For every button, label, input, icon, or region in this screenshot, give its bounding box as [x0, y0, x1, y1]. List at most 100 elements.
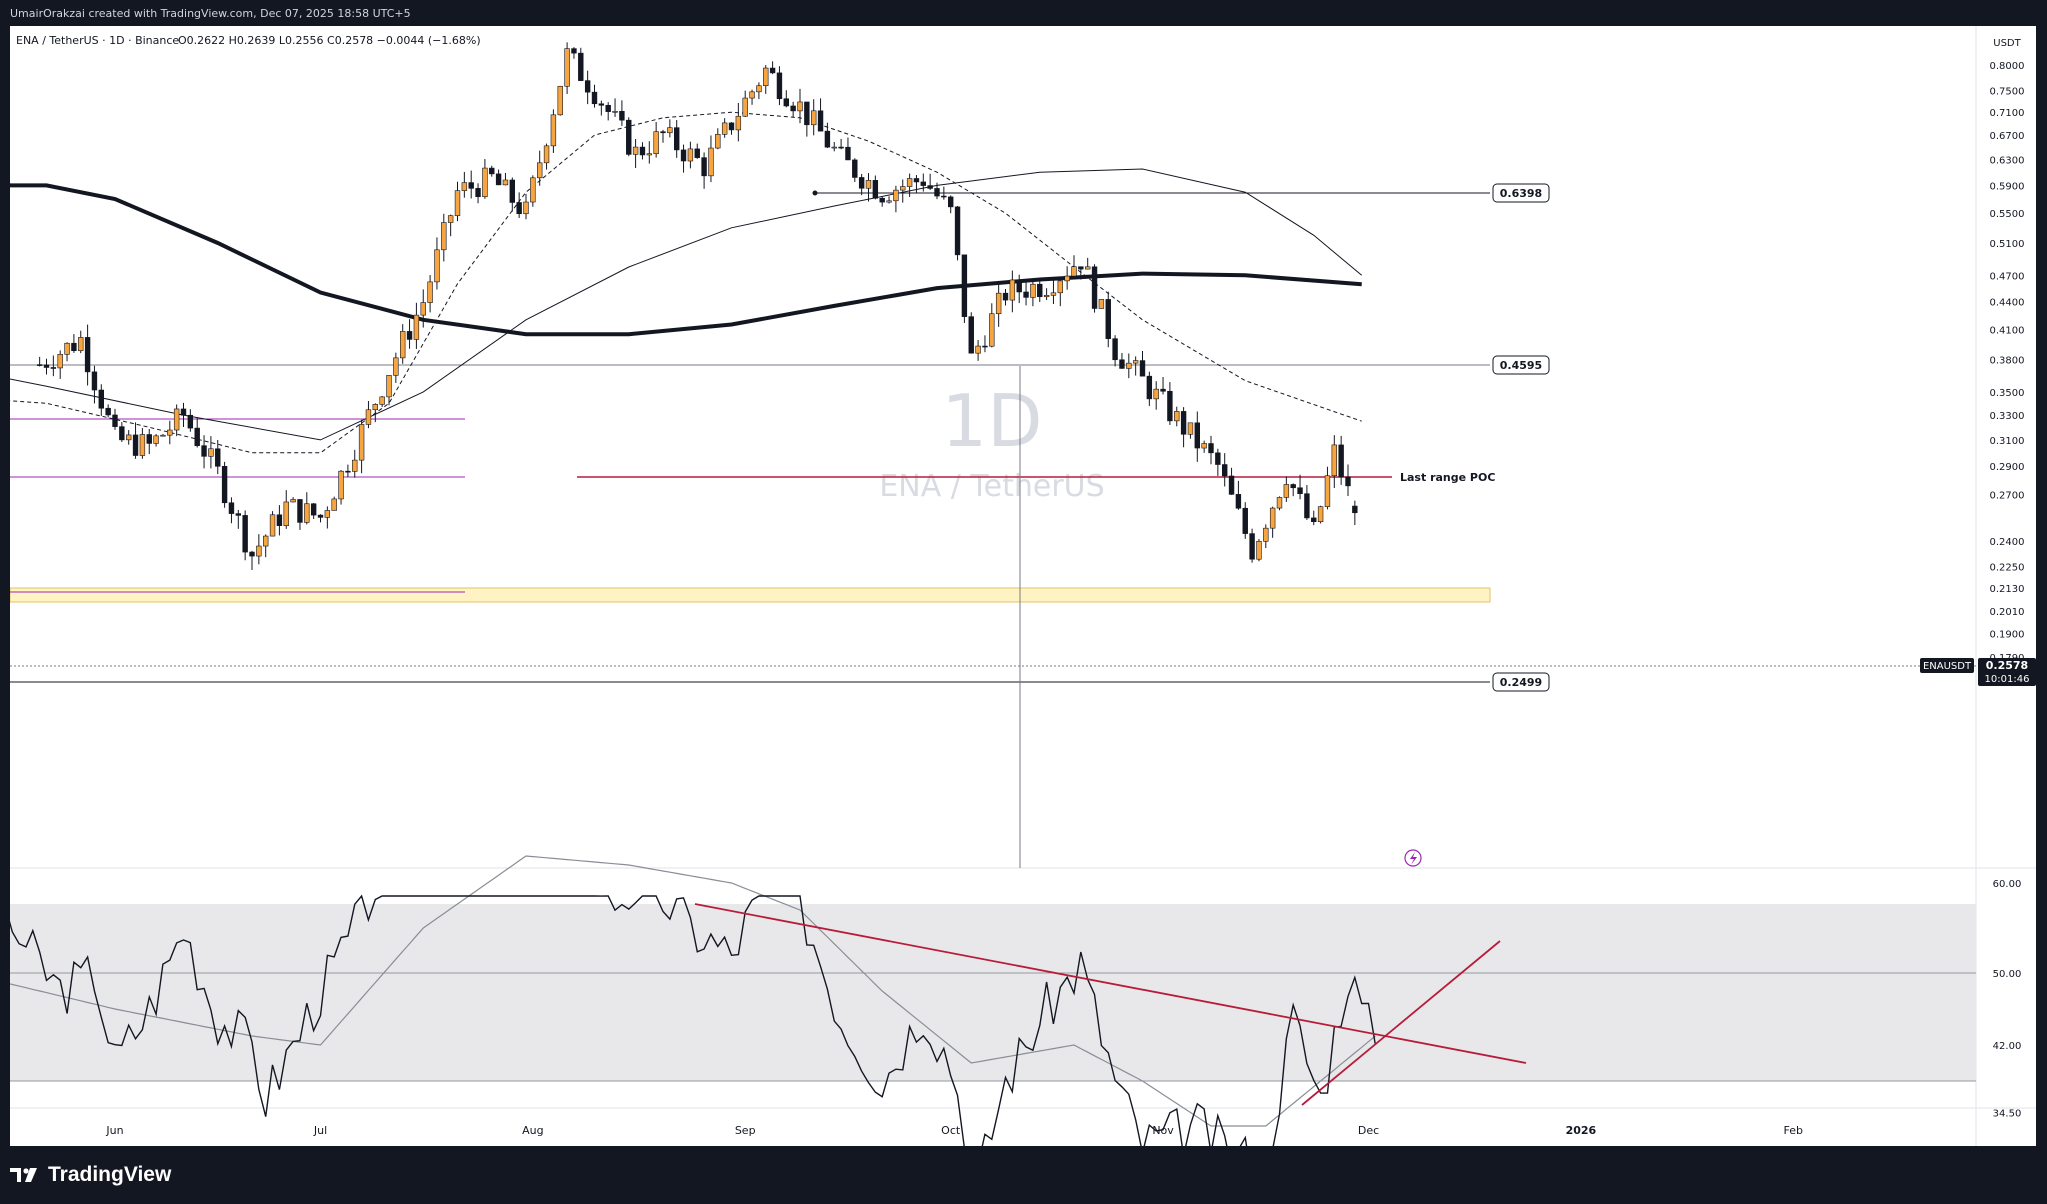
price-tick-label: 0.3800	[1990, 355, 2025, 366]
symbol-pair: ENA / TetherUS · 1D · Binance	[16, 34, 179, 47]
candle-body	[119, 426, 125, 441]
candle-body	[872, 180, 879, 199]
rsi-ascending-trendline[interactable]	[1301, 940, 1501, 1106]
candle-body	[708, 147, 714, 177]
candle-body	[975, 345, 981, 354]
candle-body	[84, 337, 91, 373]
price-tick-label: 0.1900	[1990, 629, 2025, 640]
price-tick-label: 0.4700	[1990, 271, 2025, 282]
candle-body	[783, 98, 790, 107]
level-anchor-dot	[812, 190, 818, 196]
candle-body	[1132, 360, 1139, 364]
candle-body	[824, 130, 831, 148]
candle-body	[1324, 475, 1331, 507]
candle-body	[1030, 283, 1036, 298]
candles	[36, 42, 1358, 571]
resistance-zone	[9, 587, 1491, 603]
candle-body	[934, 188, 940, 197]
candle-body	[920, 181, 927, 186]
candle-body	[1071, 266, 1077, 277]
lightning-icon[interactable]	[1404, 849, 1422, 867]
rsi-tick-label: 60.00	[1993, 879, 2022, 890]
candle-body	[194, 427, 200, 446]
candle-body	[153, 435, 159, 444]
candle-body	[831, 146, 837, 149]
candle-body	[297, 499, 303, 523]
candle-body	[769, 67, 776, 74]
candle-body	[502, 179, 509, 186]
candle-body	[283, 501, 289, 526]
ohlc-readout: O0.2622 H0.2639 L0.2556 C0.2578 −0.0044 …	[178, 34, 481, 47]
candle-body	[968, 316, 974, 354]
candle-body	[365, 409, 372, 425]
candle-body	[1091, 266, 1098, 309]
price-tick-label: 0.2700	[1990, 490, 2025, 501]
candle-body	[639, 146, 646, 156]
label-0-2499: 0.2499	[1492, 672, 1550, 692]
rsi-line	[0, 894, 1377, 1185]
candle-body	[310, 503, 317, 516]
candle-body	[1098, 299, 1105, 309]
candle-body	[906, 178, 913, 187]
candle-body	[1276, 497, 1283, 509]
candle-body	[1297, 487, 1303, 494]
candle-body	[112, 414, 118, 427]
candle-body	[208, 448, 214, 457]
candle-body	[317, 514, 324, 518]
candle-body	[1112, 338, 1118, 361]
candle-body	[941, 195, 947, 198]
candle-body	[1180, 411, 1187, 435]
candle-body	[1153, 388, 1159, 400]
price-tick-label: 0.3100	[1990, 436, 2025, 447]
rsi-lines	[0, 855, 1377, 1185]
candle-body	[468, 182, 474, 189]
price-tick-label: 0.2010	[1990, 607, 2025, 618]
time-label: Feb	[1784, 1124, 1803, 1137]
price-tick-label: 0.5500	[1990, 209, 2025, 220]
candle-body	[345, 470, 351, 473]
rsi-descending-trendline[interactable]	[694, 903, 1527, 1064]
price-tick-label: 0.4100	[1990, 325, 2025, 336]
candle-body	[276, 514, 283, 526]
candle-body	[358, 424, 365, 461]
tradingview-logo[interactable]: TradingView	[10, 1163, 171, 1187]
candle-body	[1242, 507, 1248, 534]
price-tick-label: 0.4400	[1990, 297, 2025, 308]
candle-body	[1331, 444, 1338, 477]
candle-body	[1283, 484, 1290, 498]
candle-body	[126, 434, 132, 441]
candle-body	[1215, 452, 1221, 465]
label-0-6398: 0.6398	[1492, 183, 1550, 203]
candle-body	[598, 103, 605, 106]
candle-body	[632, 146, 639, 155]
candle-body	[591, 91, 598, 105]
tradingview-logo-icon	[10, 1168, 37, 1182]
label-0-4595: 0.4595	[1492, 355, 1550, 375]
candle-body	[660, 131, 666, 134]
poc-label: Last range POC	[1400, 471, 1495, 484]
candle-body	[57, 354, 63, 369]
current-price-badge: ENAUSDT 0.2578 10:01:46	[1920, 658, 2036, 686]
candle-body	[98, 389, 105, 409]
candle-body	[557, 85, 563, 116]
candle-body	[749, 91, 755, 99]
candle-body	[235, 513, 241, 516]
candle-body	[1023, 291, 1029, 298]
candle-body	[1249, 533, 1255, 560]
candle-body	[523, 201, 529, 215]
candle-body	[393, 357, 399, 376]
price-tick-label: 0.3500	[1990, 388, 2025, 399]
time-axis[interactable]: Jun Jul Aug Sep Oct Nov Dec 2026 Feb	[105, 1124, 1803, 1137]
candle-body	[995, 292, 1002, 315]
candle-body	[653, 131, 659, 155]
price-tick-label: 0.2400	[1990, 537, 2025, 548]
candle-body	[550, 114, 557, 147]
candle-body	[1119, 359, 1125, 369]
candle-body	[571, 48, 577, 54]
chart-canvas[interactable]: 1D ENA / TetherUS ENA / TetherUS · 1D · …	[0, 26, 2036, 1185]
candle-body	[78, 337, 84, 352]
candle-body	[50, 367, 57, 369]
price-axis[interactable]: USDT 0.8000 0.7500 0.7100 0.6700 0.6300 0.590…	[1990, 38, 2025, 664]
candle-body	[64, 342, 70, 355]
